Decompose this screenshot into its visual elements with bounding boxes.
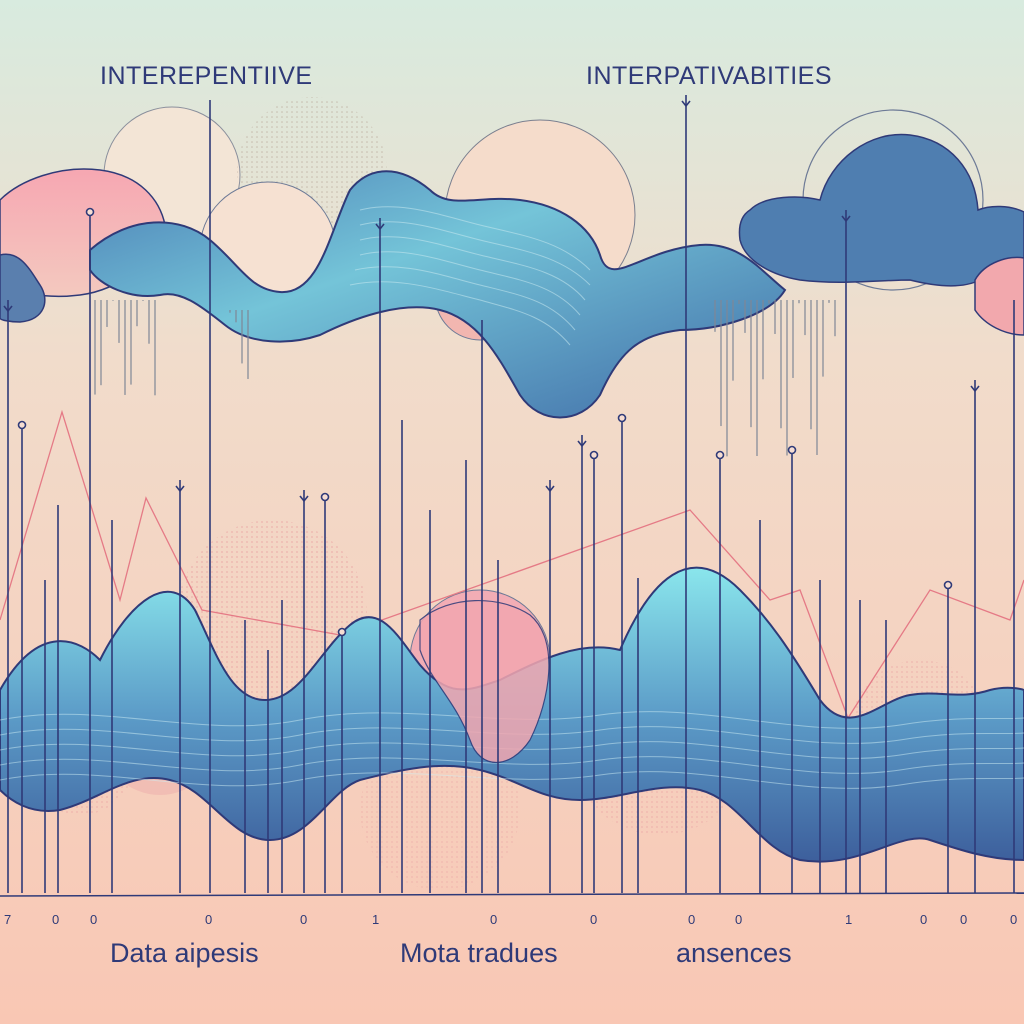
axis-tick-label: 0	[90, 912, 98, 927]
axis-tick-label: 0	[590, 912, 598, 927]
bottom-label-center: Mota tradues	[400, 938, 558, 968]
stem-marker-circle	[787, 445, 797, 455]
stem-marker-circle	[617, 413, 627, 423]
bottom-label-left: Data aipesis	[110, 938, 259, 968]
axis-tick-label: 0	[960, 912, 968, 927]
upper-wave-lines	[349, 206, 591, 346]
stem-marker-arrow	[681, 100, 691, 108]
stem-marker-arrow	[175, 485, 185, 493]
lower-pink-band	[419, 600, 550, 764]
lower-wave-lines	[0, 711, 1024, 789]
stem-marker-circle	[943, 580, 953, 590]
stem-marker-arrow	[970, 385, 980, 393]
stem-marker-arrow	[577, 440, 587, 448]
stem-marker-circle	[337, 627, 347, 637]
stem-marker-arrow	[3, 305, 13, 313]
stem-marker-arrow	[545, 485, 555, 493]
axis-tick-label: 0	[300, 912, 308, 927]
red-trend-line	[0, 409, 1024, 720]
pink-cloud-right	[974, 256, 1024, 336]
axis-tick-label: 1	[845, 912, 853, 927]
dark-cloud-left	[0, 253, 46, 323]
stem-marker-arrow	[299, 495, 309, 503]
heading-right: INTERPATIVABITIES	[586, 62, 833, 90]
upper-wave	[89, 170, 787, 419]
axis-tick-label: 0	[1010, 912, 1018, 927]
axis-tick-label: 0	[490, 912, 498, 927]
heading-left: INTEREPENTIIVE	[100, 62, 313, 90]
stem-marker-circle	[715, 450, 725, 460]
baseline-axis	[0, 892, 1024, 897]
upper-fringe	[94, 300, 836, 457]
axis-tick-label: 0	[920, 912, 928, 927]
axis-tick-label: 0	[52, 912, 60, 927]
stem-marker-circle	[589, 450, 599, 460]
axis-tick-label: 1	[372, 912, 380, 927]
stem-marker-circle	[320, 492, 330, 502]
stem-marker-arrow	[841, 215, 851, 223]
stem-marker-circle	[17, 420, 27, 430]
axis-tick-label: 0	[205, 912, 213, 927]
bottom-label-right: ansences	[676, 938, 792, 968]
stem-marker-arrow	[375, 223, 385, 231]
axis-tick-label: 0	[735, 912, 743, 927]
data-stems	[3, 95, 1015, 893]
stem-marker-circle	[85, 207, 95, 217]
axis-tick-label: 0	[688, 912, 696, 927]
axis-tick-label: 7	[4, 912, 12, 927]
